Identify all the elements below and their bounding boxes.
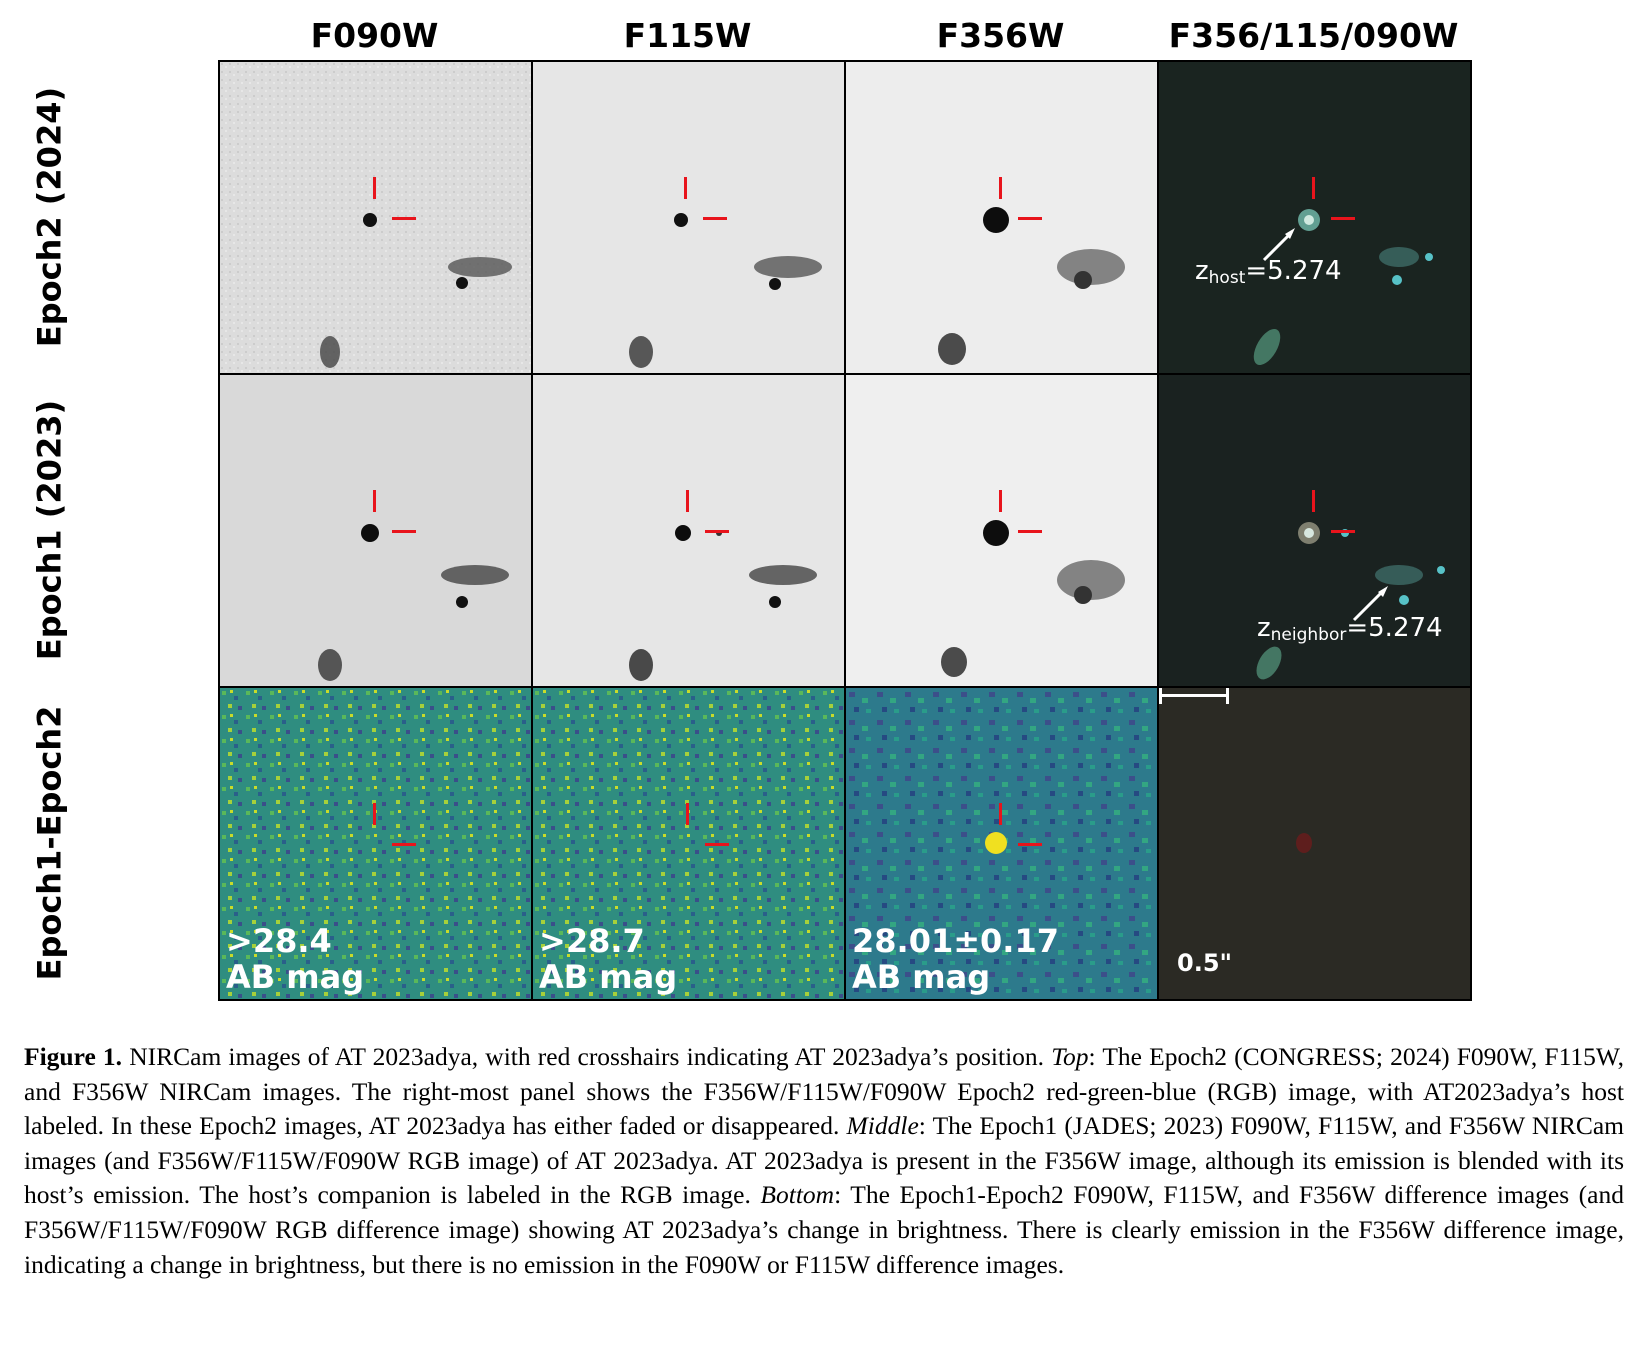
figure-1: F090W F115W F356W F356/115/090W Epoch2 (… (30, 16, 1472, 1001)
host-redshift-label: zhost=5.274 (1195, 256, 1342, 288)
f356w-mag-value: 28.01±0.17 (852, 922, 1059, 960)
f356w-mag-unit: AB mag (852, 958, 991, 996)
z-symbol: z (1257, 613, 1271, 643)
panel-epoch1-f090w (218, 373, 533, 688)
panel-difference-f115w: >28.7 AB mag (531, 686, 846, 1001)
neighbor-redshift-label: zneighbor=5.274 (1257, 613, 1443, 645)
image-epoch2-f090w (220, 62, 531, 373)
host-subscript: host (1208, 268, 1246, 288)
image-epoch2-f356w (846, 62, 1157, 373)
column-title-f115w: F115W (623, 16, 752, 55)
neighbor-subscript: neighbor (1270, 625, 1347, 645)
scale-bar-label: 0.5" (1177, 949, 1233, 977)
caption-bottom-label: Bottom (760, 1180, 835, 1210)
panel-difference-rgb: 0.5" (1157, 686, 1472, 1001)
image-epoch2-f115w (533, 62, 844, 373)
scale-bar (1159, 688, 1229, 704)
image-epoch1-f090w (220, 375, 531, 686)
neighbor-z-value: =5.274 (1346, 613, 1443, 643)
caption-top-text: : The Epoch2 (CONGRESS; 2024) F090W, F11… (24, 1042, 1624, 1141)
panel-epoch1-f115w (531, 373, 846, 688)
image-difference-f356w (846, 688, 1157, 999)
row-title-difference: Epoch1-Epoch2 (30, 705, 69, 981)
image-difference-f115w (533, 688, 844, 999)
caption-label: Figure 1. (24, 1042, 123, 1071)
panel-epoch2-f115w (531, 60, 846, 375)
panel-difference-f356w: 28.01±0.17 AB mag (844, 686, 1159, 1001)
panel-epoch1-f356w (844, 373, 1159, 688)
panel-epoch2-f356w (844, 60, 1159, 375)
image-difference-f090w (220, 688, 531, 999)
z-symbol: z (1195, 256, 1209, 286)
image-epoch1-rgb (1159, 375, 1470, 686)
panel-epoch2-rgb: zhost=5.274 (1157, 60, 1472, 375)
f115w-mag-unit: AB mag (539, 958, 678, 996)
column-title-rgb: F356/115/090W (1168, 16, 1459, 55)
image-epoch2-rgb (1159, 62, 1470, 373)
panel-difference-f090w: >28.4 AB mag (218, 686, 533, 1001)
panel-epoch2-f090w (218, 60, 533, 375)
f115w-mag-value: >28.7 (539, 922, 645, 960)
f356w-magnitude-label: 28.01±0.17 AB mag (852, 923, 1059, 995)
image-epoch1-f115w (533, 375, 844, 686)
host-z-value: =5.274 (1245, 256, 1342, 286)
f090w-mag-value: >28.4 (226, 922, 332, 960)
caption-top-label: Top (1051, 1042, 1089, 1071)
f115w-magnitude-label: >28.7 AB mag (539, 923, 677, 995)
column-title-f356w: F356W (936, 16, 1065, 55)
caption-bottom-text: : The Epoch1-Epoch2 F090W, F115W, and F3… (24, 1180, 1624, 1279)
f090w-magnitude-label: >28.4 AB mag (226, 923, 364, 995)
column-title-f090w: F090W (310, 16, 439, 55)
caption-middle-text: : The Epoch1 (JADES; 2023) F090W, F115W,… (24, 1111, 1625, 1210)
image-difference-rgb (1159, 688, 1470, 999)
panel-epoch1-rgb: zneighbor=5.274 (1157, 373, 1472, 688)
image-epoch1-f356w (846, 375, 1157, 686)
caption-middle-label: Middle (846, 1111, 919, 1141)
f090w-mag-unit: AB mag (226, 958, 365, 996)
row-title-epoch2: Epoch2 (2024) (30, 86, 69, 348)
caption-intro: NIRCam images of AT 2023adya, with red c… (129, 1042, 1045, 1071)
row-title-epoch1: Epoch1 (2023) (30, 399, 69, 661)
figure-caption: Figure 1. NIRCam images of AT 2023adya, … (24, 1040, 1624, 1282)
